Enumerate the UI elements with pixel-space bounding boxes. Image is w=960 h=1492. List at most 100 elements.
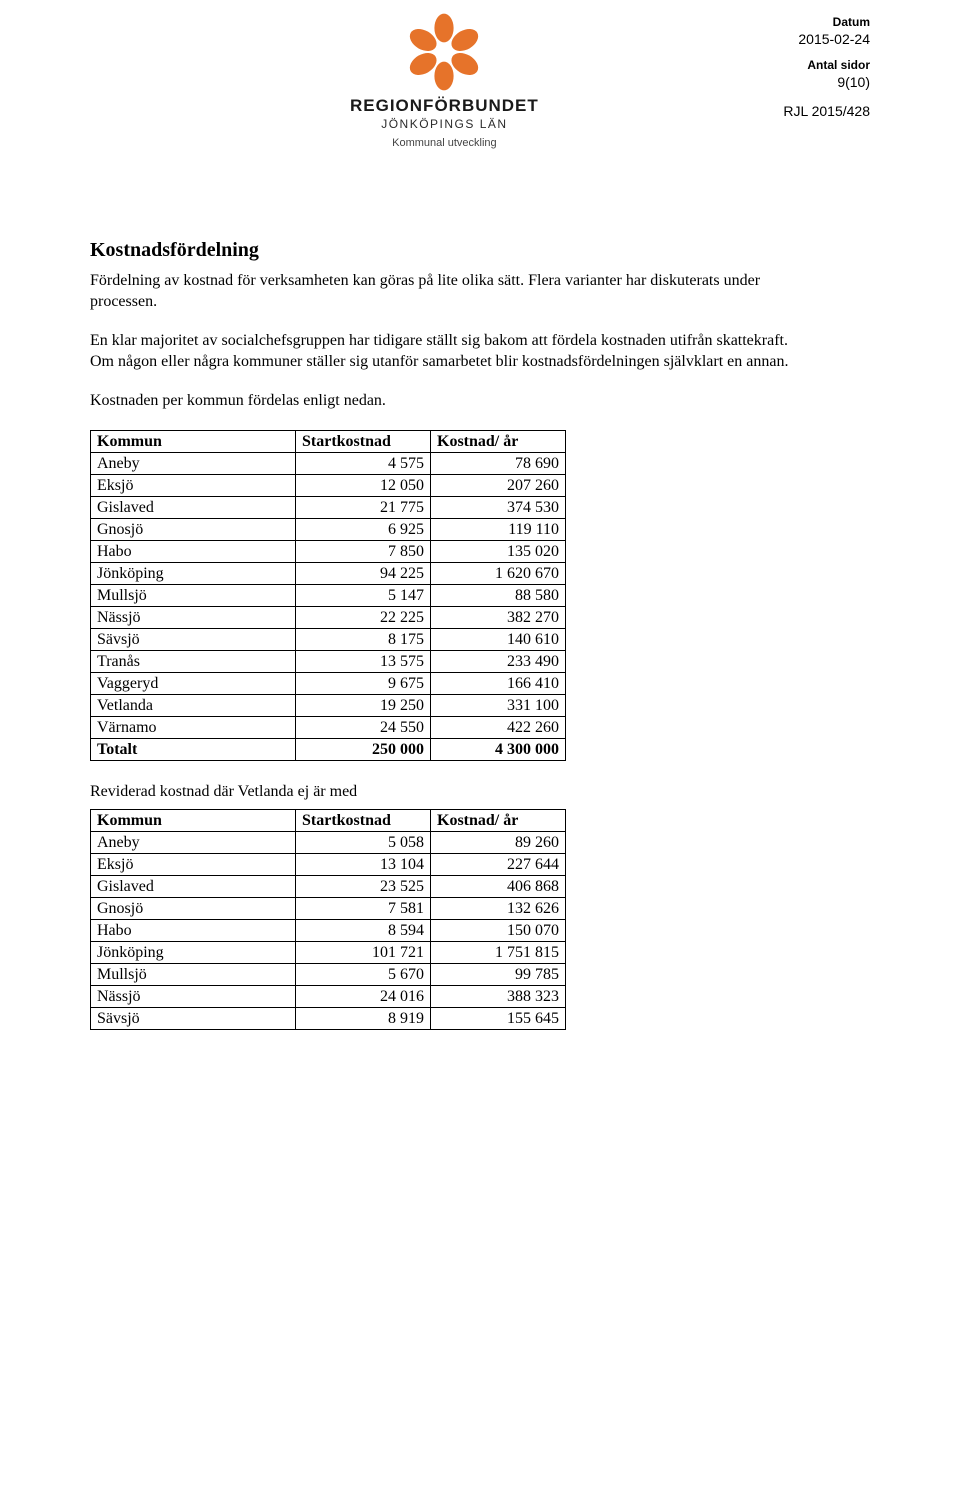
- table-row: Tranås13 575233 490: [91, 650, 566, 672]
- table-row: Sävsjö8 175140 610: [91, 628, 566, 650]
- cell-kommun: Nässjö: [91, 985, 296, 1007]
- cell-kommun: Aneby: [91, 452, 296, 474]
- cell-kostnad-ar: 166 410: [431, 672, 566, 694]
- cell-kostnad-ar: 140 610: [431, 628, 566, 650]
- cell-total-label: Totalt: [91, 738, 296, 760]
- document-meta: Datum 2015-02-24 Antal sidor 9(10) RJL 2…: [783, 12, 870, 121]
- table-total-row: Totalt250 0004 300 000: [91, 738, 566, 760]
- table-header-row: Kommun Startkostnad Kostnad/ år: [91, 430, 566, 452]
- cell-kommun: Habo: [91, 919, 296, 941]
- logo-block: REGIONFÖRBUNDET JÖNKÖPINGS LÄN Kommunal …: [350, 12, 539, 149]
- cost-table-2: Kommun Startkostnad Kostnad/ år Aneby5 0…: [90, 809, 566, 1030]
- brand-tagline: Kommunal utveckling: [350, 137, 539, 149]
- cell-kommun: Habo: [91, 540, 296, 562]
- cell-startkostnad: 94 225: [296, 562, 431, 584]
- column-header: Startkostnad: [296, 430, 431, 452]
- cell-kostnad-ar: 78 690: [431, 452, 566, 474]
- cell-startkostnad: 8 919: [296, 1007, 431, 1029]
- cell-kostnad-ar: 382 270: [431, 606, 566, 628]
- cell-kommun: Eksjö: [91, 474, 296, 496]
- cell-kostnad-ar: 233 490: [431, 650, 566, 672]
- page: REGIONFÖRBUNDET JÖNKÖPINGS LÄN Kommunal …: [0, 0, 960, 1492]
- table-row: Aneby5 05889 260: [91, 831, 566, 853]
- cell-kostnad-ar: 374 530: [431, 496, 566, 518]
- cell-startkostnad: 9 675: [296, 672, 431, 694]
- column-header: Kommun: [91, 430, 296, 452]
- table-row: Mullsjö5 67099 785: [91, 963, 566, 985]
- cell-kostnad-ar: 388 323: [431, 985, 566, 1007]
- table-row: Eksjö13 104227 644: [91, 853, 566, 875]
- cell-startkostnad: 8 594: [296, 919, 431, 941]
- cell-startkostnad: 4 575: [296, 452, 431, 474]
- cell-kostnad-ar: 132 626: [431, 897, 566, 919]
- cell-kommun: Jönköping: [91, 941, 296, 963]
- brand-title: REGIONFÖRBUNDET: [350, 96, 539, 116]
- table-row: Nässjö24 016388 323: [91, 985, 566, 1007]
- section-title: Kostnadsfördelning: [90, 239, 870, 262]
- cell-kommun: Gnosjö: [91, 518, 296, 540]
- table-row: Gnosjö7 581132 626: [91, 897, 566, 919]
- column-header: Startkostnad: [296, 809, 431, 831]
- table-row: Värnamo24 550422 260: [91, 716, 566, 738]
- table-row: Jönköping101 7211 751 815: [91, 941, 566, 963]
- cell-startkostnad: 24 016: [296, 985, 431, 1007]
- cell-kostnad-ar: 150 070: [431, 919, 566, 941]
- cell-startkostnad: 6 925: [296, 518, 431, 540]
- cost-table-1: Kommun Startkostnad Kostnad/ år Aneby4 5…: [90, 430, 566, 761]
- table-row: Nässjö22 225382 270: [91, 606, 566, 628]
- pages-value: 9(10): [783, 73, 870, 92]
- paragraph: Fördelning av kostnad för verksamheten k…: [90, 270, 790, 312]
- brand-subtitle: JÖNKÖPINGS LÄN: [350, 117, 539, 131]
- table-row: Habo7 850135 020: [91, 540, 566, 562]
- cell-startkostnad: 24 550: [296, 716, 431, 738]
- cell-startkostnad: 22 225: [296, 606, 431, 628]
- cell-kostnad-ar: 89 260: [431, 831, 566, 853]
- cell-kostnad-ar: 155 645: [431, 1007, 566, 1029]
- cell-startkostnad: 7 850: [296, 540, 431, 562]
- date-value: 2015-02-24: [783, 30, 870, 49]
- cell-startkostnad: 12 050: [296, 474, 431, 496]
- flower-logo-icon: [404, 12, 484, 92]
- cell-kostnad-ar: 227 644: [431, 853, 566, 875]
- table-row: Jönköping94 2251 620 670: [91, 562, 566, 584]
- column-header: Kommun: [91, 809, 296, 831]
- cell-startkostnad: 5 147: [296, 584, 431, 606]
- pages-label: Antal sidor: [783, 57, 870, 73]
- cell-kommun: Aneby: [91, 831, 296, 853]
- cell-kommun: Vaggeryd: [91, 672, 296, 694]
- table-row: Vaggeryd9 675166 410: [91, 672, 566, 694]
- cell-kommun: Värnamo: [91, 716, 296, 738]
- cell-startkostnad: 7 581: [296, 897, 431, 919]
- cell-startkostnad: 101 721: [296, 941, 431, 963]
- cell-startkostnad: 21 775: [296, 496, 431, 518]
- cell-kommun: Eksjö: [91, 853, 296, 875]
- cell-kommun: Sävsjö: [91, 628, 296, 650]
- table-row: Gislaved23 525406 868: [91, 875, 566, 897]
- table-row: Eksjö12 050207 260: [91, 474, 566, 496]
- cell-kommun: Nässjö: [91, 606, 296, 628]
- cell-kommun: Vetlanda: [91, 694, 296, 716]
- cell-kommun: Gislaved: [91, 496, 296, 518]
- table-row: Vetlanda19 250331 100: [91, 694, 566, 716]
- cell-kommun: Mullsjö: [91, 584, 296, 606]
- cell-kostnad-ar: 1 751 815: [431, 941, 566, 963]
- table-row: Habo8 594150 070: [91, 919, 566, 941]
- cell-kostnad-ar: 331 100: [431, 694, 566, 716]
- column-header: Kostnad/ år: [431, 430, 566, 452]
- cell-kommun: Tranås: [91, 650, 296, 672]
- cell-kommun: Gnosjö: [91, 897, 296, 919]
- cell-kommun: Mullsjö: [91, 963, 296, 985]
- date-label: Datum: [783, 14, 870, 30]
- cell-kostnad-ar: 135 020: [431, 540, 566, 562]
- cell-kostnad-ar: 1 620 670: [431, 562, 566, 584]
- table-row: Gnosjö6 925119 110: [91, 518, 566, 540]
- revised-title: Reviderad kostnad där Vetlanda ej är med: [90, 783, 870, 801]
- cell-kommun: Jönköping: [91, 562, 296, 584]
- table-row: Aneby4 57578 690: [91, 452, 566, 474]
- cell-kostnad-ar: 119 110: [431, 518, 566, 540]
- column-header: Kostnad/ år: [431, 809, 566, 831]
- cell-startkostnad: 5 670: [296, 963, 431, 985]
- table-row: Gislaved21 775374 530: [91, 496, 566, 518]
- cell-startkostnad: 13 104: [296, 853, 431, 875]
- paragraph: Kostnaden per kommun fördelas enligt ned…: [90, 390, 790, 411]
